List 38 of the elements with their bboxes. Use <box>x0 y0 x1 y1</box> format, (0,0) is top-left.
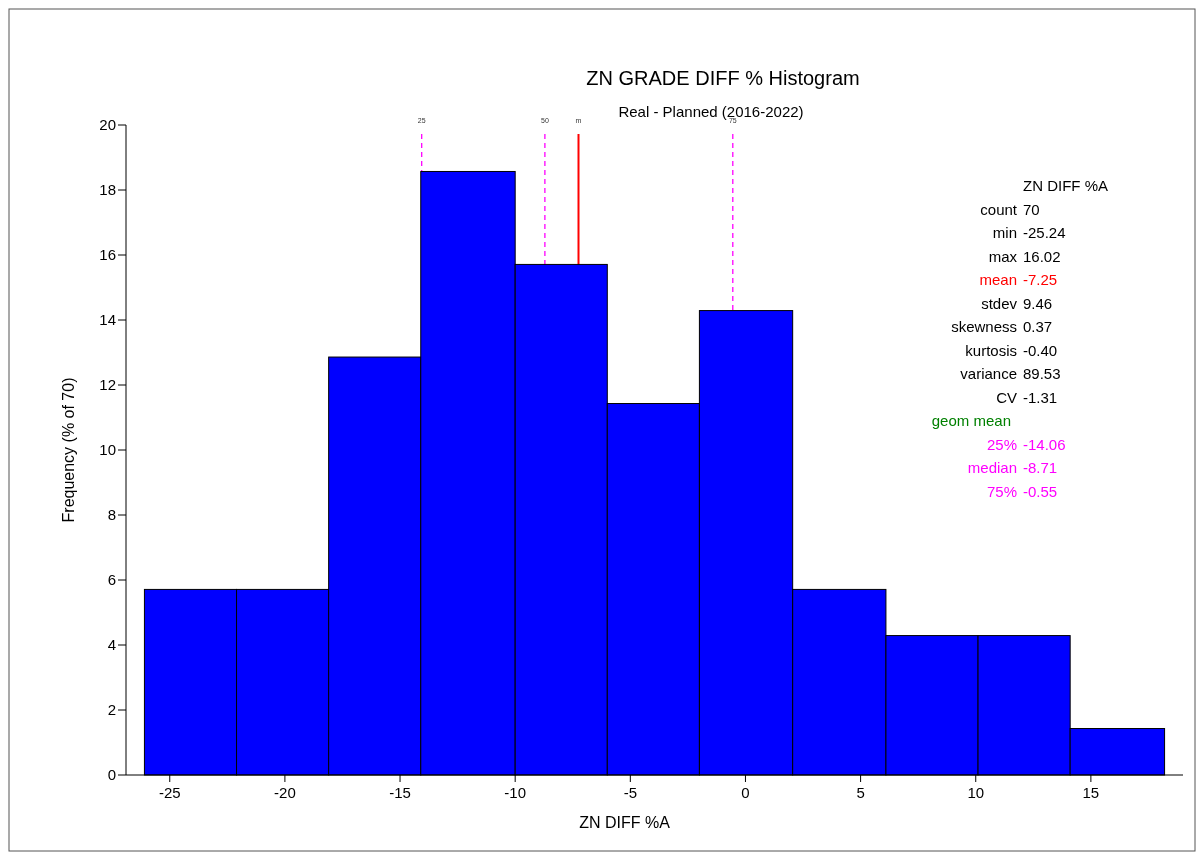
y-tick-label: 2 <box>107 701 116 718</box>
annotation: kurtosis -0.40 <box>965 341 1058 359</box>
annotation: 25% -14.06 <box>986 435 1066 453</box>
y-tick-label: 12 <box>99 376 116 393</box>
chart-subtitle: Real - Planned (2016-2022) <box>618 103 804 120</box>
y-tick-label: 16 <box>99 246 116 263</box>
x-axis-title: ZN DIFF %A <box>579 814 671 831</box>
annotation: geom mean <box>931 412 1011 429</box>
x-tick-label: -10 <box>504 784 527 801</box>
annotation: skewness 0.37 <box>951 318 1053 335</box>
x-tick-label: 10 <box>967 784 985 801</box>
y-tick-label: 4 <box>107 636 116 653</box>
x-tick-label: -20 <box>274 784 296 801</box>
y-tick-label: 20 <box>99 116 116 133</box>
chart-title: ZN GRADE DIFF % Histogram <box>586 67 860 89</box>
y-tick-label: 18 <box>99 181 116 198</box>
annotation: mean -7.25 <box>979 271 1058 288</box>
annotation: stdev 9.46 <box>981 294 1053 312</box>
annotation: median -8.71 <box>967 459 1058 476</box>
annotation: count 70 <box>980 200 1040 218</box>
x-tick-label: -5 <box>623 784 637 801</box>
x-tick-label: -25 <box>158 784 181 801</box>
y-tick-label: 6 <box>107 571 116 588</box>
annotation: variance 89.53 <box>960 365 1061 382</box>
y-tick-label: 0 <box>107 766 116 783</box>
x-tick-label: 5 <box>856 784 865 801</box>
annotation: 75% -0.55 <box>986 482 1058 500</box>
annotation: min -25.24 <box>992 224 1066 241</box>
annotation: ZN DIFF %A <box>1023 177 1108 194</box>
annotation: CV -1.31 <box>996 388 1058 406</box>
y-axis-title: Frequency (% of 70) <box>60 377 77 523</box>
x-tick-label: 15 <box>1082 784 1100 801</box>
y-tick-label: 10 <box>99 441 116 458</box>
y-tick-label: 14 <box>99 311 116 328</box>
annotation: max 16.02 <box>988 247 1061 265</box>
y-tick-label: 8 <box>107 506 116 523</box>
x-tick-label: 0 <box>741 784 750 801</box>
x-tick-label: -15 <box>389 784 411 801</box>
